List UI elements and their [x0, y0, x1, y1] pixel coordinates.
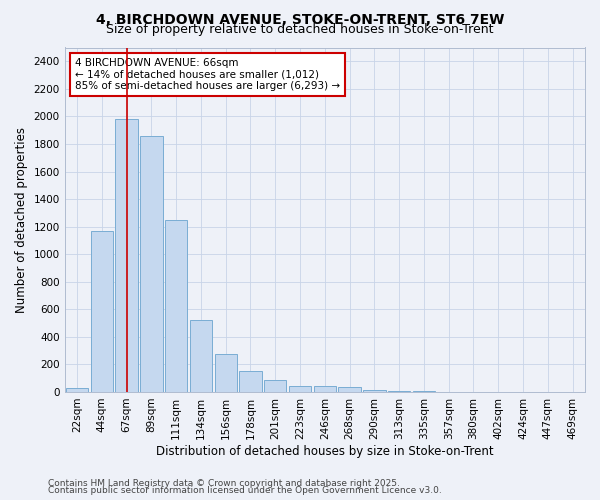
Bar — [190, 320, 212, 392]
Y-axis label: Number of detached properties: Number of detached properties — [15, 126, 28, 312]
Bar — [264, 380, 286, 392]
Bar — [215, 354, 237, 392]
Bar — [338, 387, 361, 392]
Bar — [388, 391, 410, 392]
Bar — [314, 386, 336, 392]
Bar — [66, 388, 88, 392]
Text: Contains public sector information licensed under the Open Government Licence v3: Contains public sector information licen… — [48, 486, 442, 495]
Bar — [239, 372, 262, 392]
Bar — [363, 390, 386, 392]
Bar — [140, 136, 163, 392]
Bar — [91, 231, 113, 392]
X-axis label: Distribution of detached houses by size in Stoke-on-Trent: Distribution of detached houses by size … — [156, 444, 494, 458]
Text: Size of property relative to detached houses in Stoke-on-Trent: Size of property relative to detached ho… — [106, 22, 494, 36]
Bar — [289, 386, 311, 392]
Text: Contains HM Land Registry data © Crown copyright and database right 2025.: Contains HM Land Registry data © Crown c… — [48, 478, 400, 488]
Bar — [165, 220, 187, 392]
Text: 4, BIRCHDOWN AVENUE, STOKE-ON-TRENT, ST6 7EW: 4, BIRCHDOWN AVENUE, STOKE-ON-TRENT, ST6… — [96, 12, 504, 26]
Text: 4 BIRCHDOWN AVENUE: 66sqm
← 14% of detached houses are smaller (1,012)
85% of se: 4 BIRCHDOWN AVENUE: 66sqm ← 14% of detac… — [75, 58, 340, 91]
Bar — [115, 119, 138, 392]
